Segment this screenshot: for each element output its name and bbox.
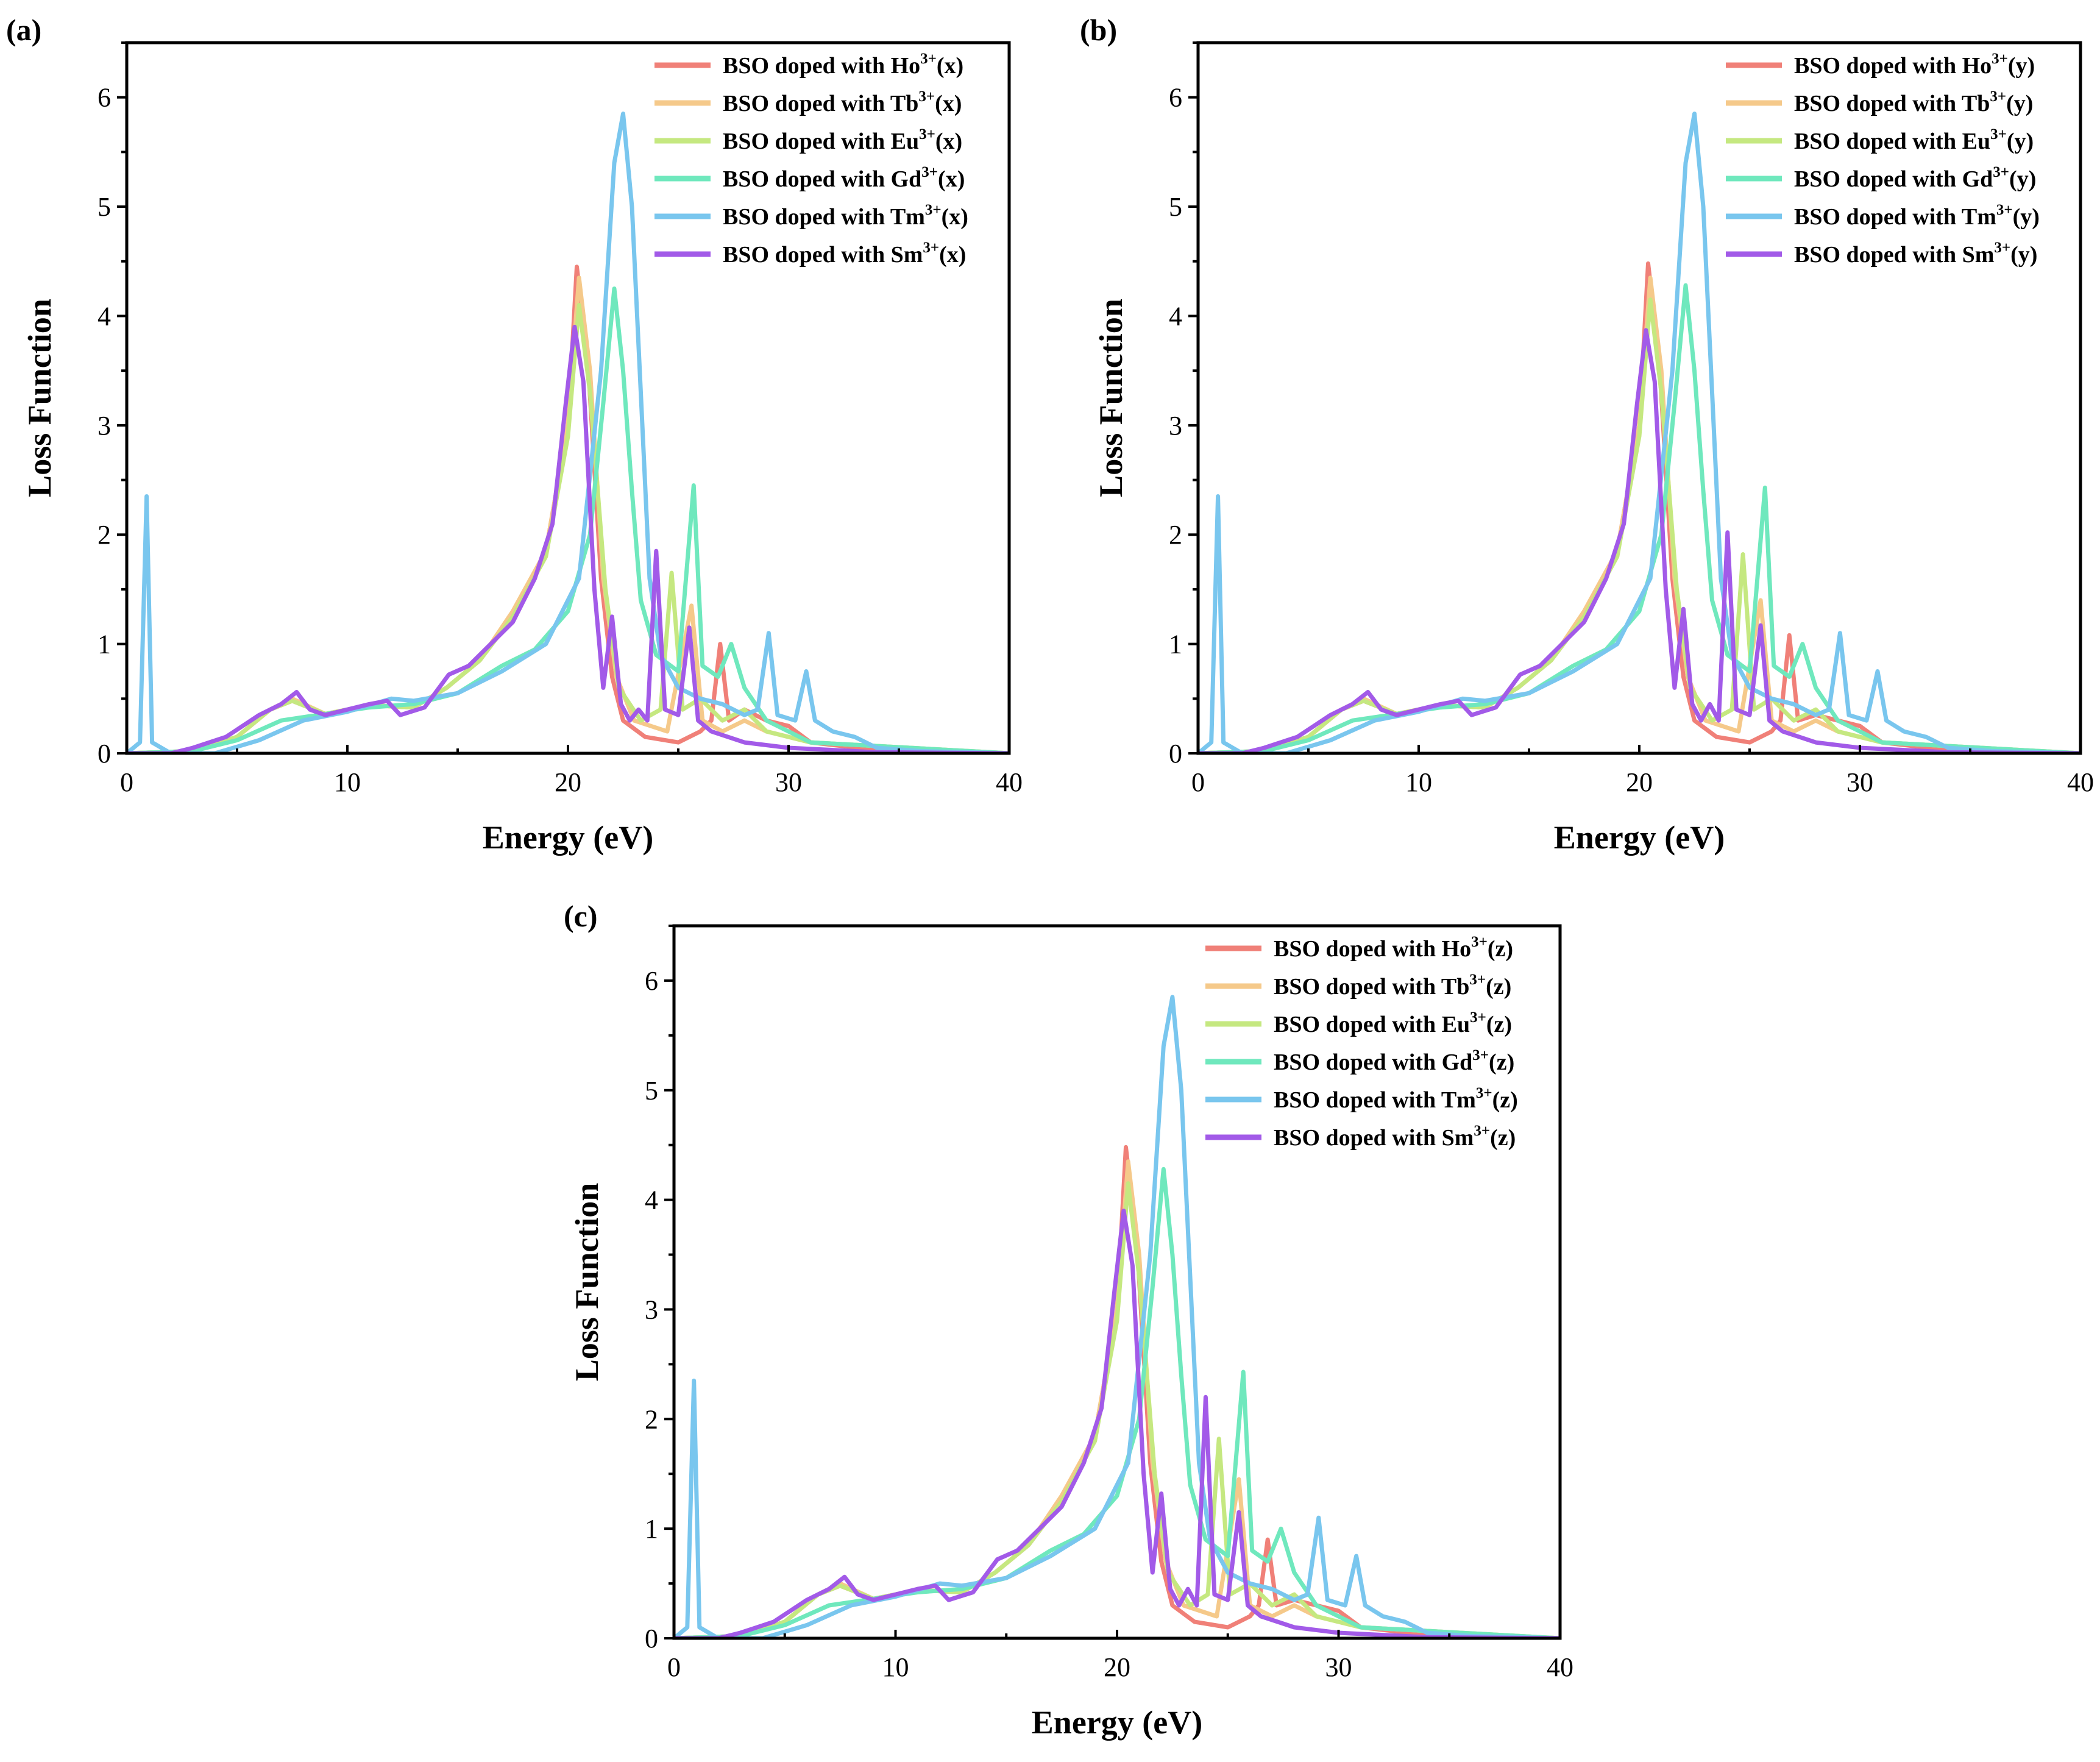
panel-label: (a) [6, 13, 41, 47]
y-tick-label: 4 [1169, 301, 1182, 331]
legend-entry-ho: BSO doped with Ho3+(y) [1794, 51, 2035, 79]
panel-label: (b) [1080, 13, 1117, 47]
x-tick-label: 20 [1104, 1652, 1130, 1682]
y-tick-label: 2 [645, 1404, 658, 1434]
series-line-ho [674, 1145, 1560, 1638]
series-lines [674, 995, 1560, 1638]
legend: BSO doped with Ho3+(x) BSO doped with Tb3… [654, 51, 968, 268]
x-tick-label: 20 [555, 767, 581, 797]
y-tick-label: 0 [98, 739, 111, 769]
legend: BSO doped with Ho3+(y) BSO doped with Tb3… [1726, 51, 2040, 268]
series-line-tb [674, 1159, 1560, 1638]
series-line-ho [127, 265, 1009, 753]
x-axis-title: Energy (eV) [1554, 819, 1725, 856]
legend-entry-ho: BSO doped with Ho3+(z) [1274, 934, 1513, 962]
y-tick-label: 4 [645, 1185, 658, 1215]
legend-entry-tm: BSO doped with Tm3+(x) [723, 202, 968, 230]
y-tick-label: 1 [645, 1514, 658, 1544]
x-tick-label: 0 [667, 1652, 681, 1682]
x-tick-label: 30 [775, 767, 802, 797]
y-axis-title: Loss Function [21, 299, 58, 497]
y-tick-label: 3 [645, 1295, 658, 1324]
panel-label: (c) [564, 899, 598, 933]
y-tick-label: 5 [1169, 192, 1182, 222]
legend-entry-eu: BSO doped with Eu3+(x) [723, 126, 962, 154]
x-tick-label: 20 [1626, 767, 1653, 797]
legend-entry-sm: BSO doped with Sm3+(x) [723, 240, 966, 268]
legend-entry-sm: BSO doped with Sm3+(z) [1274, 1123, 1516, 1151]
y-tick-label: 5 [645, 1076, 658, 1106]
y-tick-label: 3 [98, 411, 111, 441]
series-lines [1198, 112, 2080, 753]
legend-entry-tb: BSO doped with Tb3+(y) [1794, 88, 2033, 116]
y-tick-label: 3 [1169, 411, 1182, 441]
x-tick-label: 40 [1547, 1652, 1573, 1682]
series-line-tb [127, 275, 1009, 753]
legend-entry-tb: BSO doped with Tb3+(x) [723, 88, 962, 116]
x-tick-label: 10 [1405, 767, 1432, 797]
chart-panel-a: (a) 0 10 20 30 40 0 1 2 3 4 5 6 Energy (eV) Loss Funct… [6, 13, 1023, 856]
series-line-ho [1198, 261, 2080, 753]
y-tick-label: 2 [98, 520, 111, 550]
series-line-gd [674, 1167, 1560, 1638]
series-line-gd [127, 286, 1009, 753]
y-tick-label: 1 [98, 630, 111, 659]
legend-entry-eu: BSO doped with Eu3+(y) [1794, 126, 2034, 154]
x-axis-title: Energy (eV) [1032, 1704, 1202, 1741]
series-line-gd [1198, 283, 2080, 753]
legend-entry-tb: BSO doped with Tb3+(z) [1274, 972, 1511, 1000]
series-line-sm [674, 1209, 1560, 1638]
x-tick-label: 0 [1191, 767, 1205, 797]
series-line-eu [674, 1181, 1560, 1638]
series-line-tm [674, 995, 1560, 1638]
y-tick-label: 5 [98, 192, 111, 222]
series-lines [127, 112, 1009, 753]
chart-panel-c: (c) 0 10 20 30 40 0 1 2 3 4 5 6 Energy (eV) Loss Funct… [564, 899, 1573, 1741]
y-tick-label: 2 [1169, 520, 1182, 550]
series-line-sm [127, 324, 1009, 753]
y-tick-label: 0 [1169, 739, 1182, 769]
y-tick-label: 0 [645, 1624, 658, 1654]
legend: BSO doped with Ho3+(z) BSO doped with Tb3… [1205, 934, 1518, 1151]
legend-entry-gd: BSO doped with Gd3+(x) [723, 164, 965, 192]
x-tick-label: 10 [334, 767, 361, 797]
legend-entry-tm: BSO doped with Tm3+(z) [1274, 1085, 1518, 1113]
y-tick-label: 6 [98, 83, 111, 113]
y-axis-title: Loss Function [1093, 299, 1129, 497]
series-line-tb [1198, 275, 2080, 753]
x-tick-label: 0 [120, 767, 133, 797]
chart-panel-b: (b) 0 10 20 30 40 0 1 2 3 4 5 6 Energy (eV) Loss Funct… [1080, 13, 2094, 856]
legend-entry-sm: BSO doped with Sm3+(y) [1794, 240, 2037, 268]
legend-entry-gd: BSO doped with Gd3+(y) [1794, 164, 2036, 192]
y-tick-label: 1 [1169, 630, 1182, 659]
series-line-sm [1198, 328, 2080, 753]
x-tick-label: 30 [1325, 1652, 1352, 1682]
x-tick-label: 40 [996, 767, 1023, 797]
series-line-tm [1198, 112, 2080, 753]
series-line-eu [127, 303, 1009, 753]
series-line-tm [127, 112, 1009, 753]
legend-entry-eu: BSO doped with Eu3+(z) [1274, 1009, 1512, 1037]
y-axis-title: Loss Function [569, 1183, 605, 1382]
legend-entry-tm: BSO doped with Tm3+(y) [1794, 202, 2040, 230]
legend-entry-ho: BSO doped with Ho3+(x) [723, 51, 963, 79]
x-axis-title: Energy (eV) [483, 819, 653, 856]
x-tick-label: 30 [1846, 767, 1873, 797]
legend-entry-gd: BSO doped with Gd3+(z) [1274, 1047, 1514, 1075]
x-tick-label: 40 [2067, 767, 2094, 797]
y-tick-label: 6 [1169, 83, 1182, 113]
x-tick-label: 10 [882, 1652, 909, 1682]
series-line-eu [1198, 297, 2080, 753]
y-tick-label: 4 [98, 301, 111, 331]
y-tick-label: 6 [645, 966, 658, 996]
